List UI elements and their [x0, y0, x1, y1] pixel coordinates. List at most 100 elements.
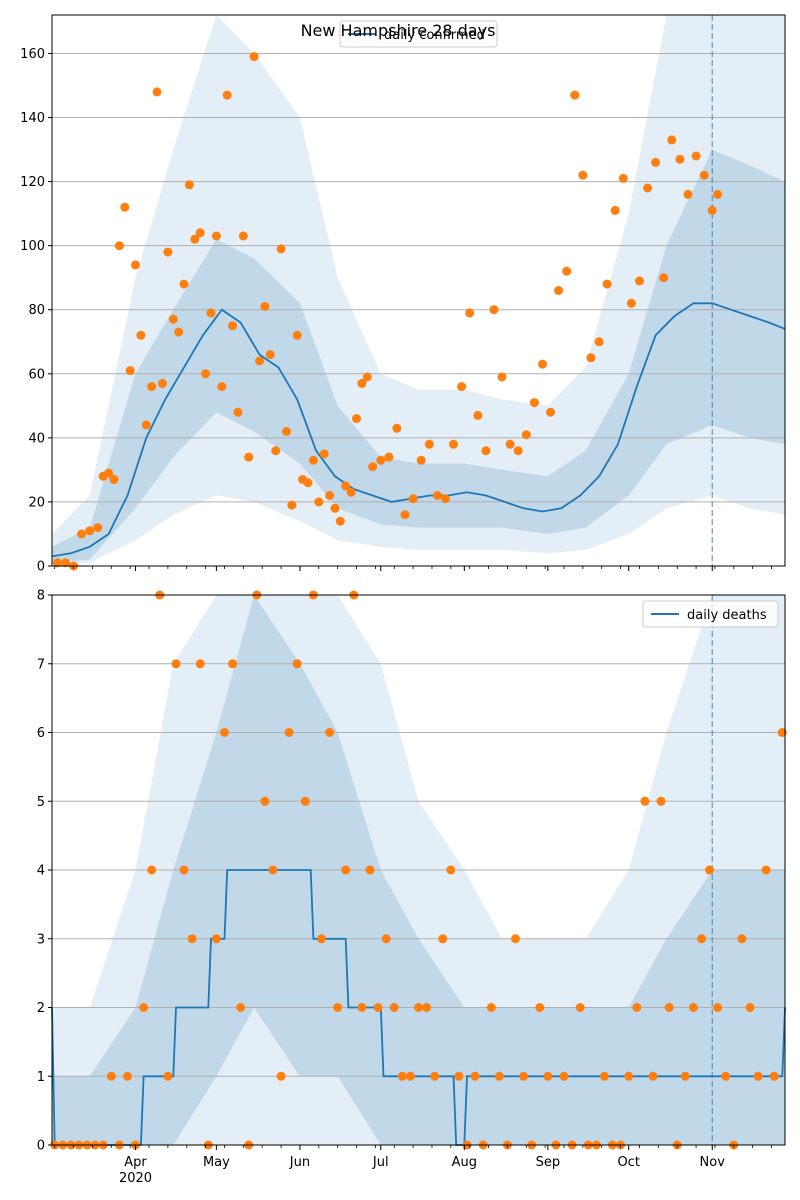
- confirmed-data-point: [238, 231, 248, 241]
- deaths-data-point: [325, 728, 335, 737]
- deaths-data-point: [624, 1071, 634, 1081]
- deaths-y-tick-label: 1: [37, 1070, 45, 1085]
- deaths-y-tick-label: 5: [37, 795, 45, 810]
- deaths-data-point: [575, 1003, 585, 1012]
- confirmed-data-point: [195, 228, 205, 238]
- confirmed-data-point: [449, 439, 458, 449]
- deaths-data-point: [470, 1071, 480, 1081]
- deaths-data-point: [163, 1071, 173, 1081]
- confirmed-data-point: [147, 382, 157, 392]
- confirmed-data-point: [376, 455, 386, 465]
- confirmed-data-point: [392, 423, 402, 433]
- deaths-y-axis: 0 1 2 3 4 5 6 7 8: [37, 589, 52, 1154]
- confirmed-data-point: [201, 369, 211, 379]
- deaths-data-point: [171, 659, 181, 669]
- confirmed-data-point: [352, 414, 361, 424]
- confirmed-data-point: [152, 87, 162, 97]
- confirmed-y-tick-label: 80: [28, 303, 45, 318]
- confirmed-data-point: [190, 234, 200, 244]
- confirmed-data-point: [184, 180, 194, 190]
- deaths-data-point: [300, 796, 310, 806]
- deaths-data-point: [713, 1003, 723, 1012]
- confirmed-data-point: [325, 491, 335, 500]
- deaths-x-tick-label: Jul: [372, 1155, 389, 1170]
- confirmed-y-tick-label: 60: [28, 367, 45, 382]
- confirmed-data-point: [521, 430, 531, 440]
- deaths-data-point: [705, 865, 714, 875]
- deaths-data-point: [454, 1071, 464, 1081]
- deaths-data-point: [341, 865, 351, 875]
- confirmed-data-point: [265, 350, 275, 360]
- confirmed-data-point: [635, 276, 644, 286]
- confirmed-data-point: [104, 468, 114, 478]
- figure-title: New Hampshire 28 days: [301, 21, 496, 40]
- confirmed-data-point: [303, 478, 313, 488]
- deaths-y-tick-label: 6: [37, 726, 45, 741]
- deaths-data-point: [737, 934, 747, 944]
- confirmed-data-point: [610, 205, 620, 215]
- deaths-x-tick-label: May: [203, 1155, 230, 1170]
- confirmed-data-point: [384, 452, 394, 462]
- confirmed-data-point: [77, 529, 87, 539]
- confirmed-data-point: [424, 439, 434, 449]
- deaths-data-point: [769, 1071, 779, 1081]
- deaths-data-point: [373, 1003, 383, 1012]
- confirmed-y-tick-label: 140: [20, 111, 45, 126]
- confirmed-data-point: [120, 202, 130, 212]
- deaths-data-point: [211, 934, 221, 944]
- deaths-data-point: [446, 865, 456, 875]
- confirmed-data-point: [308, 455, 318, 465]
- confirmed-data-point: [594, 337, 604, 347]
- confirmed-data-point: [481, 446, 491, 456]
- confirmed-data-point: [244, 452, 254, 462]
- deaths-data-point: [268, 865, 278, 875]
- deaths-data-point: [688, 1003, 698, 1012]
- deaths-data-point: [317, 934, 326, 944]
- deaths-data-point: [494, 1071, 504, 1081]
- confirmed-legend: daily confirmed: [339, 20, 498, 48]
- deaths-data-point: [656, 796, 666, 806]
- confirmed-legend-box: [339, 20, 498, 48]
- deaths-data-point: [680, 1071, 690, 1081]
- deaths-data-point: [511, 934, 520, 944]
- deaths-y-tick-label: 4: [37, 864, 45, 879]
- confirmed-data-point: [179, 279, 189, 289]
- confirmed-data-point: [570, 90, 580, 100]
- deaths-data-point: [147, 865, 157, 875]
- deaths-data-point: [535, 1003, 545, 1012]
- deaths-data-point: [276, 1071, 286, 1081]
- confirmed-data-point: [314, 497, 324, 507]
- confirmed-data-point: [432, 491, 442, 500]
- confirmed-data-point: [489, 305, 499, 315]
- deaths-data-point: [228, 659, 238, 669]
- confirmed-data-point: [683, 189, 693, 199]
- confirmed-y-tick-label: 20: [28, 495, 45, 510]
- confirmed-data-point: [538, 359, 547, 369]
- deaths-legend-box: [642, 600, 779, 628]
- deaths-data-point: [187, 934, 197, 944]
- deaths-data-point: [414, 1003, 423, 1012]
- deaths-legend: daily deaths: [642, 600, 779, 628]
- deaths-x-tick-label: Oct: [617, 1155, 639, 1170]
- confirmed-data-point: [368, 462, 378, 472]
- confirmed-data-point: [287, 500, 297, 510]
- confirmed-data-point: [228, 321, 238, 331]
- deaths-data-point: [405, 1071, 415, 1081]
- confirmed-y-tick-label: 40: [28, 431, 45, 446]
- confirmed-outer-band: [52, 15, 785, 566]
- deaths-y-tick-label: 2: [37, 1001, 45, 1016]
- deaths-data-point: [559, 1071, 569, 1081]
- deaths-y-tick-label: 7: [37, 657, 45, 672]
- confirmed-data-point: [174, 327, 184, 337]
- deaths-data-point: [292, 659, 302, 669]
- confirmed-data-point: [713, 189, 723, 199]
- deaths-data-point: [139, 1003, 149, 1012]
- deaths-y-tick-label: 0: [37, 1139, 45, 1154]
- confirmed-uncertainty-bands: [52, 15, 785, 566]
- confirmed-data-point: [163, 247, 173, 257]
- confirmed-y-tick-label: 160: [20, 47, 45, 62]
- deaths-data-point: [599, 1071, 609, 1081]
- confirmed-data-point: [513, 446, 523, 456]
- confirmed-data-point: [346, 487, 356, 497]
